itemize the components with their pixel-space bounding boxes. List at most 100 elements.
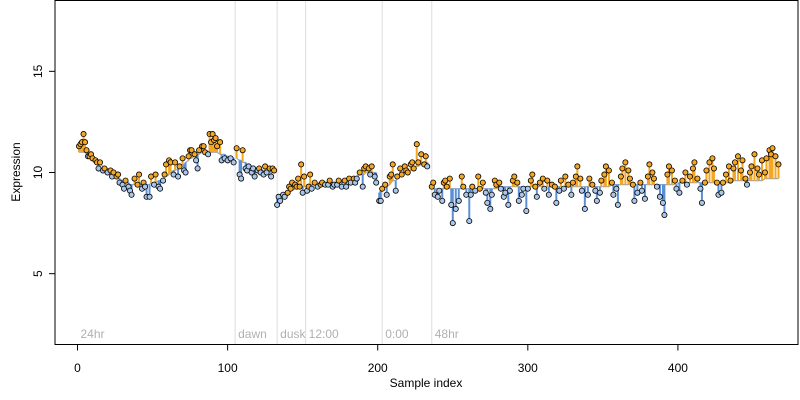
annotation-label-1: dawn [238,327,267,341]
data-point-314 [769,145,776,152]
data-point-116 [308,185,315,192]
data-point-174 [439,197,446,204]
annotation-label-5: 48hr [435,327,459,341]
data-point-147 [379,185,386,192]
data-point-294 [722,171,729,178]
x-axis: 0 100 200 300 400 [74,344,688,375]
data-point-21 [115,171,122,178]
data-point-25 [122,177,129,184]
data-point-249 [613,185,620,192]
data-point-179 [448,201,455,208]
data-point-308 [755,171,762,178]
data-point-241 [593,197,600,204]
x-tick-label-3: 300 [518,361,538,375]
data-point-64 [205,151,212,158]
data-point-188 [469,183,476,190]
data-point-41 [157,185,164,192]
data-point-289 [710,165,717,172]
data-point-203 [505,201,512,208]
data-point-70 [214,143,221,150]
data-point-39 [152,171,159,178]
data-point-216 [533,193,540,200]
data-point-164 [415,159,422,166]
data-point-79 [238,175,245,182]
data-point-223 [551,183,558,190]
data-point-266 [653,183,660,190]
data-point-233 [574,163,581,170]
data-point-299 [734,153,741,160]
data-point-76 [230,159,237,166]
data-point-303 [743,181,750,188]
data-point-172 [434,193,441,200]
data-point-298 [731,159,738,166]
data-point-43 [161,171,168,178]
data-point-274 [673,185,680,192]
data-point-297 [730,165,737,172]
data-point-283 [697,185,704,192]
data-point-156 [398,171,405,178]
data-point-97 [274,201,281,208]
data-point-50 [176,163,183,170]
data-point-211 [523,207,530,214]
data-point-226 [557,177,564,184]
data-point-151 [388,171,395,178]
data-point-248 [610,191,617,198]
data-point-306 [751,151,758,158]
data-point-42 [160,177,167,184]
data-point-30 [134,181,141,188]
data-point-3 [80,131,87,138]
data-point-220 [544,177,551,184]
data-point-280 [689,165,696,172]
data-point-60 [196,147,203,154]
data-point-214 [529,171,536,178]
data-point-115 [307,171,314,178]
data-point-67 [209,131,216,138]
data-point-13 [97,159,104,166]
data-point-257 [631,197,638,204]
data-point-192 [479,179,486,186]
data-point-268 [659,199,666,206]
data-point-199 [496,179,503,186]
data-point-231 [569,179,576,186]
data-point-206 [511,173,518,180]
data-point-251 [617,173,624,180]
data-point-71 [217,139,224,146]
data-point-178 [446,175,453,182]
data-point-245 [602,163,609,170]
data-point-152 [389,161,396,168]
annotation-label-2: dusk [280,327,306,341]
data-point-277 [682,169,689,176]
data-point-279 [686,173,693,180]
data-point-184 [460,183,467,190]
data-point-259 [637,179,644,186]
data-point-234 [577,175,584,182]
data-point-80 [239,147,246,154]
data-point-137 [359,183,366,190]
data-point-286 [703,167,710,174]
data-point-167 [422,153,429,160]
data-point-96 [271,167,278,174]
x-tick-label-0: 0 [74,361,81,375]
data-point-307 [754,165,761,172]
data-point-56 [188,147,195,154]
data-point-28 [128,191,135,198]
data-point-136 [356,169,363,176]
data-point-243 [598,177,605,184]
data-point-75 [227,155,234,162]
y-tick-label-0: 5 [31,270,45,277]
data-point-77 [233,145,240,152]
data-point-58 [193,157,200,164]
data-point-51 [179,155,186,162]
annotation-label-0: 24hr [81,327,105,341]
data-point-262 [644,173,651,180]
data-point-181 [452,205,459,212]
data-point-237 [584,191,591,198]
data-point-270 [664,171,671,178]
data-point-252 [619,165,626,172]
data-point-255 [626,175,633,182]
vertical-reference-lines [234,0,433,345]
data-point-69 [212,135,219,142]
data-point-250 [614,201,621,208]
data-point-94 [268,173,275,180]
data-point-191 [476,185,483,192]
